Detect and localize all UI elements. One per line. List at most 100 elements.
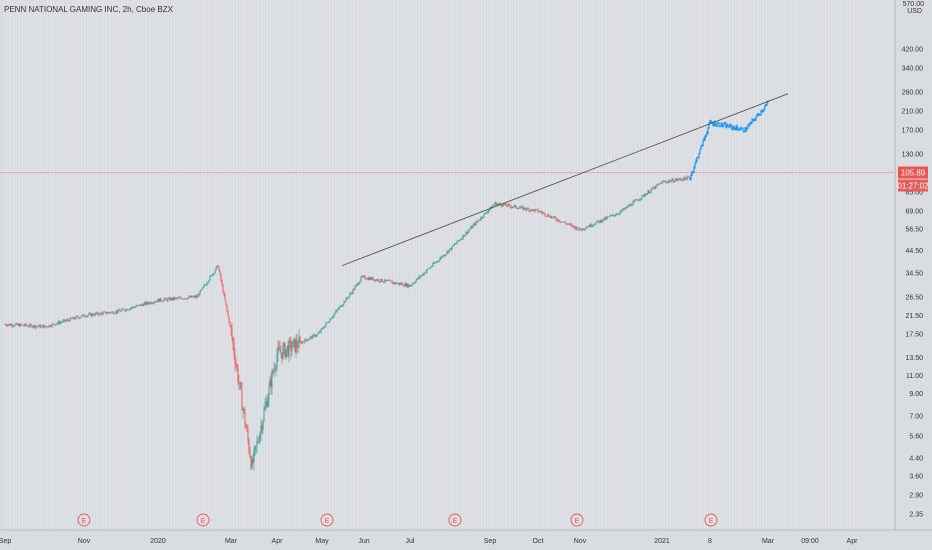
candle: [51, 323, 53, 327]
candle: [536, 209, 538, 210]
candle: [636, 199, 638, 201]
candle: [570, 224, 572, 225]
candle: [159, 298, 161, 302]
earnings-marker[interactable]: [570, 513, 584, 527]
candle: [565, 222, 567, 225]
trendline[interactable]: [341, 93, 789, 267]
candle: [578, 227, 580, 230]
candle: [551, 216, 553, 218]
price-tick-label: 4.40: [909, 455, 923, 462]
candle: [108, 312, 110, 313]
candle: [514, 205, 516, 207]
candle: [428, 268, 430, 270]
candle: [49, 325, 51, 327]
candle: [635, 199, 637, 201]
chart-title: PENN NATIONAL GAMING INC, 2h, Cboe BZX: [4, 5, 174, 14]
candle: [531, 208, 533, 211]
candle: [4, 324, 6, 325]
candle: [589, 224, 591, 227]
candle: [320, 328, 322, 332]
candle: [497, 203, 499, 205]
candle: [467, 231, 469, 234]
candle: [25, 324, 27, 326]
candle: [342, 304, 344, 306]
candle: [123, 309, 125, 311]
candle: [584, 228, 586, 230]
price-tick-label: 210.00: [902, 109, 924, 116]
candle: [362, 275, 364, 277]
earnings-marker[interactable]: [448, 513, 462, 527]
candle: [124, 310, 126, 312]
candle: [639, 199, 641, 201]
candle: [483, 213, 485, 218]
candle: [138, 304, 140, 306]
candle: [333, 314, 335, 317]
candle: [371, 277, 373, 280]
candle: [642, 194, 644, 196]
candle: [50, 326, 52, 328]
candle: [85, 316, 87, 318]
candle: [626, 206, 628, 208]
earnings-marker[interactable]: [77, 513, 91, 527]
candle: [222, 285, 224, 293]
candle: [61, 322, 63, 323]
candle: [515, 205, 517, 208]
candle: [268, 386, 270, 399]
candle: [530, 209, 532, 211]
candle: [91, 313, 93, 317]
candle: [146, 302, 148, 305]
candle: [270, 379, 272, 388]
earnings-marker[interactable]: [320, 513, 334, 527]
candle: [332, 316, 334, 318]
candle: [510, 206, 512, 208]
candle: [266, 401, 268, 407]
candle: [399, 283, 401, 285]
candle: [522, 206, 524, 210]
candle: [591, 225, 593, 227]
price-tick-label: 44.50: [905, 248, 923, 255]
earnings-marker[interactable]: [704, 513, 718, 527]
candle: [233, 343, 235, 355]
candle: [352, 289, 354, 294]
candle: [677, 179, 679, 181]
price-scale-background[interactable]: [895, 0, 932, 530]
candle: [341, 305, 343, 307]
candle: [453, 244, 455, 246]
candle: [486, 212, 488, 214]
time-axis-background[interactable]: [0, 530, 932, 550]
candle: [298, 336, 300, 348]
candle: [66, 319, 68, 321]
candle: [552, 217, 554, 218]
candle: [600, 220, 602, 223]
candle: [505, 203, 507, 206]
candle: [156, 301, 158, 302]
candle: [350, 293, 352, 294]
candle: [630, 204, 632, 206]
candle: [568, 223, 570, 225]
candle: [96, 312, 98, 314]
candle: [663, 181, 665, 182]
candle: [375, 279, 377, 281]
candle: [64, 319, 66, 322]
candle: [248, 439, 250, 452]
candle: [632, 201, 634, 206]
candle: [545, 215, 547, 217]
candle: [513, 205, 515, 208]
time-tick-label: 2020: [150, 538, 166, 545]
candle: [463, 235, 465, 237]
candle: [335, 310, 337, 313]
candle: [8, 324, 10, 325]
candle: [688, 177, 690, 178]
candle: [247, 430, 249, 440]
candle: [435, 262, 437, 263]
current-price-badge: [898, 166, 928, 179]
price-tick-label: 3.60: [909, 473, 923, 480]
candle: [172, 297, 174, 300]
candle: [171, 298, 173, 300]
candle: [214, 270, 216, 274]
candle: [376, 279, 378, 281]
earnings-marker[interactable]: [196, 513, 210, 527]
